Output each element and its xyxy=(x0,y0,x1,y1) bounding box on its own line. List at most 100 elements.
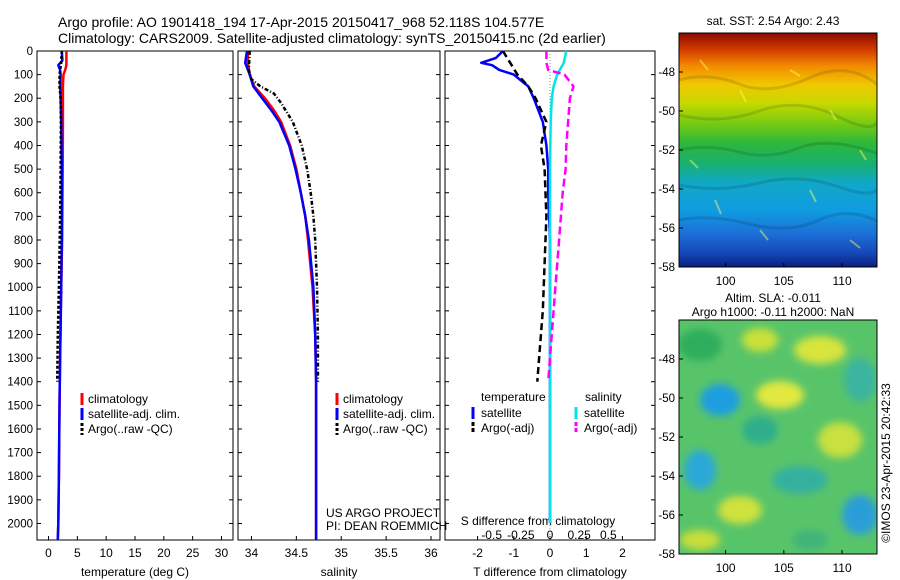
difference-xtick-label: 2 xyxy=(619,546,626,560)
sst-map-xtick-label: 100 xyxy=(716,274,736,288)
temperature-xtick-label: 0 xyxy=(45,546,52,560)
depth-tick-label: 800 xyxy=(14,235,33,247)
sla-map-ytick-label: -48 xyxy=(658,354,675,366)
temperature-xtick-label: 30 xyxy=(215,546,229,560)
difference-xlabel: T difference from climatology xyxy=(473,565,627,579)
salinity-xtick-label: 34 xyxy=(245,546,259,560)
depth-tick-label: 900 xyxy=(14,259,33,271)
depth-tick-label: 1400 xyxy=(7,377,33,389)
sst-map-ytick-label: -58 xyxy=(658,262,675,274)
salinity-panel: 34 34.5 35 35.5 36 salinity climatologysatelli… xyxy=(237,50,447,579)
difference-legend-label-1: Argo(-adj) xyxy=(481,421,534,435)
sst-map-panel: sat. SST: 2.54 Argo: 2.43 100 105 110 -48 -5… xyxy=(658,14,878,288)
depth-tick-label: 1600 xyxy=(7,424,33,436)
temperature-panel: 0100200300400500600700800900100011001200… xyxy=(7,46,234,579)
depth-tick-label: 200 xyxy=(14,93,33,105)
sla-map-xtick-label: 100 xyxy=(716,561,736,575)
sla-map-ytick-label: -50 xyxy=(658,393,675,405)
depth-tick-label: 2000 xyxy=(7,518,33,530)
difference-xtick-label: 0 xyxy=(547,546,554,560)
imos-watermark: ©IMOS 23-Apr-2015 20:42:33 xyxy=(879,383,893,543)
salinity-legend-label-0: climatology xyxy=(343,392,403,406)
difference-top-tick-label: -0.5 xyxy=(481,528,502,542)
depth-tick-label: 0 xyxy=(27,46,33,58)
salinity-xlabel: salinity xyxy=(321,565,358,579)
salinity-annotation-line1: US ARGO PROJECT xyxy=(326,506,441,520)
difference-series-0 xyxy=(479,50,552,524)
difference-xtick-label: 1 xyxy=(583,546,590,560)
temperature-xtick-label: 15 xyxy=(128,546,142,560)
salinity-series-2 xyxy=(247,50,320,382)
figure-title-line2: Climatology: CARS2009. Satellite-adjuste… xyxy=(58,30,606,46)
temperature-xtick-label: 5 xyxy=(74,546,81,560)
temperature-xtick-label: 25 xyxy=(186,546,200,560)
depth-tick-label: 600 xyxy=(14,188,33,200)
sla-map-ytick-label: -56 xyxy=(658,510,675,522)
sst-map-image xyxy=(679,33,877,267)
depth-tick-label: 1700 xyxy=(7,448,33,460)
difference-top-tick-label: 0.25 xyxy=(567,528,591,542)
temperature-xtick-label: 10 xyxy=(99,546,113,560)
difference-xtick-label: -2 xyxy=(472,546,483,560)
depth-tick-label: 1000 xyxy=(7,282,33,294)
difference-legend-label-2: satellite xyxy=(584,406,625,420)
difference-legend-title-salinity: salinity xyxy=(585,390,622,404)
difference-legend-title-temperature: temperature xyxy=(481,390,546,404)
sla-map-ytick-label: -54 xyxy=(658,471,675,483)
depth-tick-label: 400 xyxy=(14,140,33,152)
depth-tick-label: 1800 xyxy=(7,471,33,483)
sla-map-blobs xyxy=(679,328,877,550)
salinity-series-1 xyxy=(243,50,318,540)
figure-title-line1: Argo profile: AO 1901418_194 17-Apr-2015… xyxy=(58,14,544,30)
sst-map-ytick-label: -56 xyxy=(658,223,675,235)
salinity-xtick-label: 36 xyxy=(424,546,438,560)
temperature-xlabel: temperature (deg C) xyxy=(81,565,189,579)
sst-map-texture xyxy=(679,69,877,230)
salinity-legend-label-2: Argo(..raw -QC) xyxy=(343,422,428,436)
sla-map-subtitle: Argo h1000: -0.11 h2000: NaN xyxy=(692,305,855,319)
depth-tick-label: 1200 xyxy=(7,329,33,341)
sst-map-ytick-label: -50 xyxy=(658,106,675,118)
difference-series-2 xyxy=(548,50,568,524)
salinity-legend-label-1: satellite-adj. clim. xyxy=(343,407,435,421)
depth-tick-label: 300 xyxy=(14,117,33,129)
depth-tick-label: 1900 xyxy=(7,495,33,507)
sst-map-xtick-label: 105 xyxy=(774,274,794,288)
salinity-annotation-line2: PI: DEAN ROEMMICH xyxy=(326,519,447,533)
salinity-xtick-label: 35.5 xyxy=(374,546,398,560)
depth-tick-label: 1300 xyxy=(7,353,33,365)
difference-legend-label-3: Argo(-adj) xyxy=(584,421,637,435)
difference-top-axis-label: S difference from climatology xyxy=(461,514,616,528)
difference-legend-label-0: satellite xyxy=(481,406,522,420)
depth-tick-label: 100 xyxy=(14,70,33,82)
sst-map-ytick-label: -54 xyxy=(658,184,675,196)
sst-map-xtick-label: 110 xyxy=(832,274,851,288)
salinity-xtick-label: 35 xyxy=(335,546,349,560)
temperature-xtick-label: 20 xyxy=(157,546,171,560)
difference-panel: -2 -1 0 1 2 T difference from climatology S di… xyxy=(444,50,656,579)
sst-map-title: sat. SST: 2.54 Argo: 2.43 xyxy=(707,14,840,28)
difference-series-3 xyxy=(545,51,575,382)
temperature-legend-label-2: Argo(..raw -QC) xyxy=(88,422,173,436)
sla-map-xtick-label: 105 xyxy=(774,561,794,575)
temperature-legend-label-1: satellite-adj. clim. xyxy=(88,407,180,421)
difference-top-tick-label: -0.25 xyxy=(507,528,535,542)
salinity-xtick-label: 34.5 xyxy=(285,546,309,560)
sst-map-streaks xyxy=(689,59,867,249)
depth-tick-label: 500 xyxy=(14,164,33,176)
temperature-frame xyxy=(36,50,234,541)
temperature-legend-label-0: climatology xyxy=(88,392,148,406)
difference-xtick-label: -1 xyxy=(508,546,519,560)
sla-map-ytick-label: -52 xyxy=(658,432,675,444)
sst-map-ytick-label: -48 xyxy=(658,67,675,79)
salinity-frame xyxy=(237,50,441,541)
salinity-series-0 xyxy=(246,51,318,540)
sla-map-ytick-label: -58 xyxy=(658,549,675,561)
sla-map-panel: Altim. SLA: -0.011 Argo h1000: -0.11 h20… xyxy=(658,291,878,575)
difference-top-tick-label: 0.5 xyxy=(600,528,617,542)
sst-map-ytick-label: -52 xyxy=(658,145,675,157)
depth-tick-label: 700 xyxy=(14,211,33,223)
temperature-series-2 xyxy=(55,50,64,382)
difference-series-1 xyxy=(501,50,548,382)
